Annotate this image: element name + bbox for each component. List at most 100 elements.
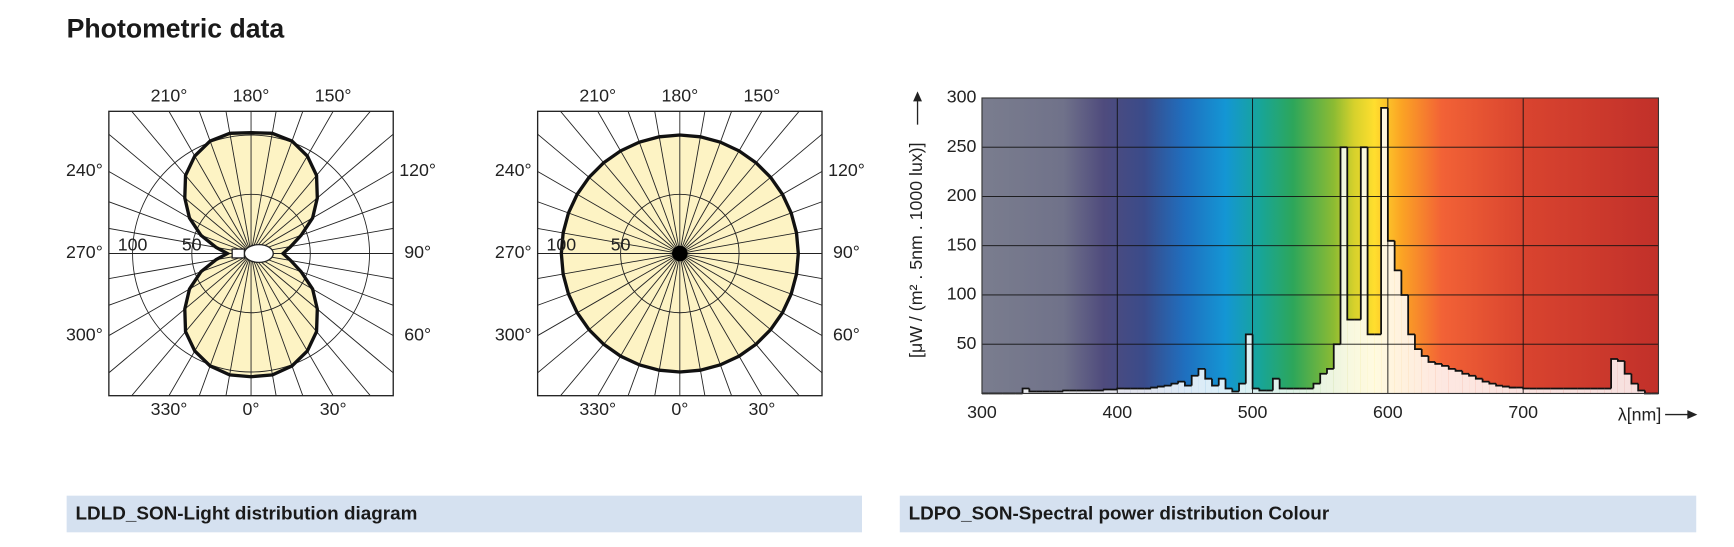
y-tick-label: 100 (947, 284, 977, 304)
spectrum-bin (1441, 365, 1449, 394)
spoke (679, 201, 823, 254)
spoke (250, 253, 394, 374)
spectrum-bin (1611, 358, 1618, 394)
spectrum-bin (1624, 373, 1632, 394)
spectrum-step (1346, 147, 1355, 321)
spectrum-bin (1042, 391, 1050, 394)
spoke (679, 253, 733, 396)
spoke (108, 253, 252, 374)
spectrum-step (1244, 333, 1253, 384)
spoke (679, 111, 733, 254)
spectrum-bin (1523, 388, 1530, 394)
spectrum-step (1197, 367, 1206, 376)
spectrum-bin (1340, 147, 1348, 394)
spoke (654, 253, 681, 396)
spoke (108, 253, 252, 337)
spectrum-bin (1381, 107, 1388, 394)
y-tick-label: 50 (957, 333, 977, 353)
spoke (627, 253, 681, 396)
spectrum-bin (1117, 388, 1125, 394)
spectrum-bin (1529, 388, 1537, 394)
spectrum-bin (1151, 387, 1158, 394)
spoke (679, 111, 800, 254)
spectrum-bin (1171, 383, 1179, 394)
spectrum-bin (1069, 390, 1077, 394)
spectrum-bin (1259, 390, 1267, 394)
plot-frame (536, 110, 823, 397)
spectrum-bin (1022, 388, 1030, 394)
spectrum-step (1359, 146, 1368, 320)
spoke (250, 253, 394, 280)
spoke (250, 253, 371, 396)
spectrum-bin (1083, 390, 1091, 394)
spoke (250, 170, 394, 254)
spoke (679, 111, 706, 254)
spectrum-bin (1103, 389, 1111, 394)
angle-label: 120° (399, 160, 436, 180)
caption-bar (66, 495, 863, 533)
spectrum-bin (1408, 334, 1415, 394)
spectrum-bin (1299, 388, 1307, 394)
spectrum-step (1386, 107, 1395, 242)
spectrum-bin (1577, 388, 1585, 394)
spoke (537, 133, 681, 254)
spoke (168, 253, 252, 396)
spoke (537, 253, 680, 306)
spectrum-step (1238, 382, 1246, 392)
spoke (250, 253, 334, 396)
spoke (597, 111, 681, 254)
angle-label: 0° (671, 399, 688, 419)
spectrum-bin (1482, 381, 1490, 394)
spectrum-bin (1638, 390, 1645, 394)
spectrum-bin (1124, 388, 1131, 394)
spectrum-step (1326, 367, 1334, 374)
spectrum-bin (1178, 381, 1185, 394)
spectrum-bin (1489, 383, 1497, 394)
polar-plot (537, 111, 823, 396)
spoke (679, 253, 823, 306)
spoke (198, 111, 252, 254)
spectrum-bin (1272, 378, 1280, 394)
angle-label: 240° (495, 160, 532, 180)
angle-label: 60° (833, 324, 860, 344)
spectrum-step (1461, 370, 1470, 375)
spectrum-bin (1631, 383, 1639, 394)
r-tick-label: 100 (118, 234, 148, 254)
spectrum-step (1339, 146, 1348, 345)
spectrum-step (1441, 363, 1449, 367)
spectrum-bin (1130, 388, 1138, 394)
x-axis-arrow (1665, 410, 1698, 420)
spectrum-step (1156, 385, 1165, 388)
spectrum-bin (1245, 334, 1253, 394)
center-dot (672, 245, 688, 262)
spectrum-bin (1347, 319, 1355, 394)
y-tick-label: 300 (947, 87, 977, 107)
spectrum-step (1204, 368, 1212, 380)
spectrum-bin (1326, 368, 1334, 394)
spectrum-step (1508, 386, 1517, 389)
spoke (679, 253, 823, 280)
spectrum-bin (1205, 378, 1212, 394)
spectrum-bin (1367, 334, 1375, 394)
r-tick-label: 100 (547, 234, 577, 254)
spoke (679, 253, 823, 337)
angle-label: 270° (495, 242, 532, 262)
lamp-icon (231, 243, 274, 264)
spectrum-bin (1049, 391, 1057, 394)
spectrum-bin (1232, 391, 1240, 394)
spectrum-step (1319, 372, 1327, 384)
spectrum-bin (1320, 373, 1327, 394)
spectrum-step (1312, 382, 1321, 389)
y-tick-label: 150 (947, 234, 977, 254)
angle-label: 90° (404, 242, 431, 262)
spoke (679, 253, 763, 396)
spectrum-bin (1502, 386, 1510, 394)
spoke (537, 170, 681, 254)
spoke (537, 253, 681, 337)
spectrum-step (1393, 240, 1402, 272)
plot-frame (981, 97, 1660, 395)
spectrum-bin (1090, 390, 1097, 394)
spectrum-step (1021, 387, 1030, 394)
angle-label: 90° (833, 242, 860, 262)
spoke (198, 253, 252, 396)
